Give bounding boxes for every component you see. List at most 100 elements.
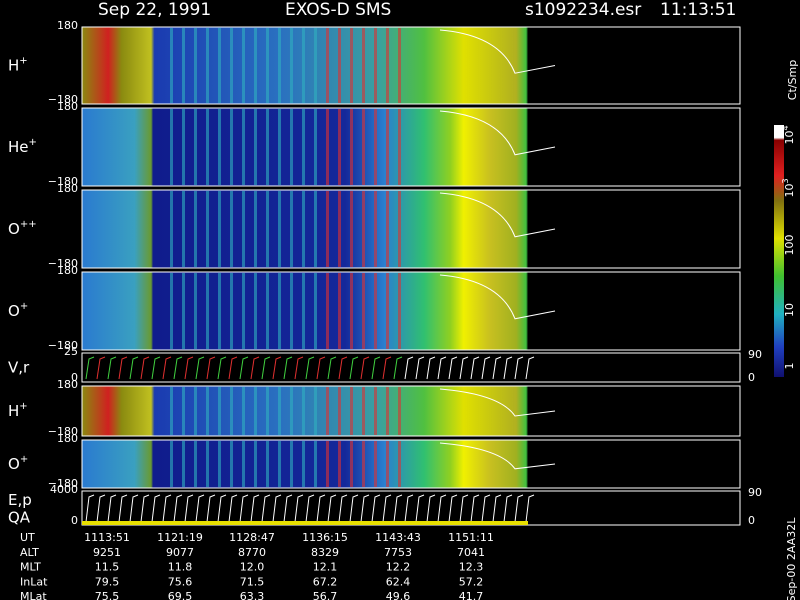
- y-tick-label: −180: [48, 425, 78, 438]
- stripe: [374, 441, 377, 487]
- stripe: [302, 441, 305, 487]
- stripe: [218, 28, 221, 103]
- sawtooth: [228, 494, 238, 523]
- table-cell: 75.5: [95, 590, 120, 600]
- sawtooth: [525, 356, 535, 380]
- table-cell: 11.5: [95, 561, 120, 574]
- stripe: [386, 109, 389, 185]
- stripe: [218, 387, 221, 435]
- stripe: [398, 191, 401, 267]
- sawtooth: [206, 494, 216, 523]
- stripe: [242, 191, 245, 267]
- stripe: [254, 28, 257, 103]
- stripe: [170, 441, 173, 487]
- stripe: [374, 109, 377, 185]
- stripe: [350, 387, 353, 435]
- sawtooth: [283, 494, 293, 523]
- stripe: [242, 387, 245, 435]
- sawtooth: [338, 356, 348, 380]
- table-cell: 1128:47: [229, 531, 275, 544]
- trace: [439, 274, 556, 320]
- stripe: [182, 109, 185, 185]
- y-tick-label: 25: [64, 345, 78, 358]
- stripe: [386, 387, 389, 435]
- stripe: [386, 273, 389, 349]
- sawtooth: [415, 356, 425, 380]
- sawtooth: [217, 356, 227, 380]
- sawtooth: [239, 356, 249, 380]
- stripe: [278, 441, 281, 487]
- panel-label: H+: [8, 401, 28, 420]
- stripe: [302, 273, 305, 349]
- sawtooth: [437, 494, 447, 523]
- table-cell: 12.2: [386, 561, 411, 574]
- panel-label: V,r: [8, 358, 30, 376]
- stripe: [314, 273, 317, 349]
- spectrogram: [81, 189, 741, 269]
- base: 10: [783, 184, 796, 198]
- table-cell: 7041: [457, 546, 485, 559]
- spectrogram: [81, 439, 741, 489]
- table-cell: 12.0: [240, 561, 265, 574]
- y-tick-label: 0: [71, 371, 78, 384]
- stripe: [326, 441, 329, 487]
- sawtooth: [250, 494, 260, 523]
- stripe: [290, 109, 293, 185]
- species: E,p: [8, 491, 32, 509]
- stripe: [242, 109, 245, 185]
- stripe: [314, 109, 317, 185]
- stripe: [362, 109, 365, 185]
- sawtooth: [382, 494, 392, 523]
- stripe: [290, 387, 293, 435]
- y2-tick-label: 0: [748, 514, 755, 527]
- stripe: [386, 191, 389, 267]
- sawtooth: [349, 356, 359, 380]
- species: H: [8, 56, 19, 74]
- stripe: [362, 387, 365, 435]
- sawtooth: [272, 494, 282, 523]
- table-cell: 12.1: [313, 561, 338, 574]
- sawtooth: [360, 494, 370, 523]
- stripe: [350, 273, 353, 349]
- y2-tick-label: 0: [748, 371, 755, 384]
- sawtooth: [514, 494, 524, 523]
- stripe: [182, 191, 185, 267]
- spectrogram: [81, 385, 741, 437]
- sawtooth: [195, 494, 205, 523]
- table-cell: 69.5: [168, 590, 193, 600]
- species: O: [8, 302, 20, 320]
- stripe: [302, 191, 305, 267]
- stripe: [302, 28, 305, 103]
- sawtooth: [107, 356, 117, 380]
- stripe: [314, 387, 317, 435]
- stripe: [230, 387, 233, 435]
- stripe: [170, 273, 173, 349]
- panel-label: E,p: [8, 491, 32, 509]
- y-tick-label: 4000: [50, 483, 78, 496]
- stripe: [314, 28, 317, 103]
- charge: +: [20, 301, 28, 312]
- stripe: [242, 28, 245, 103]
- trace: [439, 388, 556, 417]
- sawtooth: [305, 356, 315, 380]
- stripe: [266, 109, 269, 185]
- stripe: [314, 441, 317, 487]
- stripe: [266, 191, 269, 267]
- sawtooth: [173, 494, 183, 523]
- spectrogram: [81, 26, 741, 105]
- panel-label: O+: [8, 454, 28, 473]
- table-cell: 8770: [238, 546, 266, 559]
- stripe: [290, 191, 293, 267]
- stripe: [386, 28, 389, 103]
- sawtooth: [162, 494, 172, 523]
- stripe: [290, 441, 293, 487]
- stripe: [170, 387, 173, 435]
- sawtooth: [371, 356, 381, 380]
- stripe: [398, 28, 401, 103]
- charge: +: [29, 137, 37, 148]
- table-cell: 49.6: [386, 590, 411, 600]
- sawtooth: [239, 494, 249, 523]
- stripe: [182, 441, 185, 487]
- sawtooth: [470, 356, 480, 380]
- panel-label: O+: [8, 301, 28, 320]
